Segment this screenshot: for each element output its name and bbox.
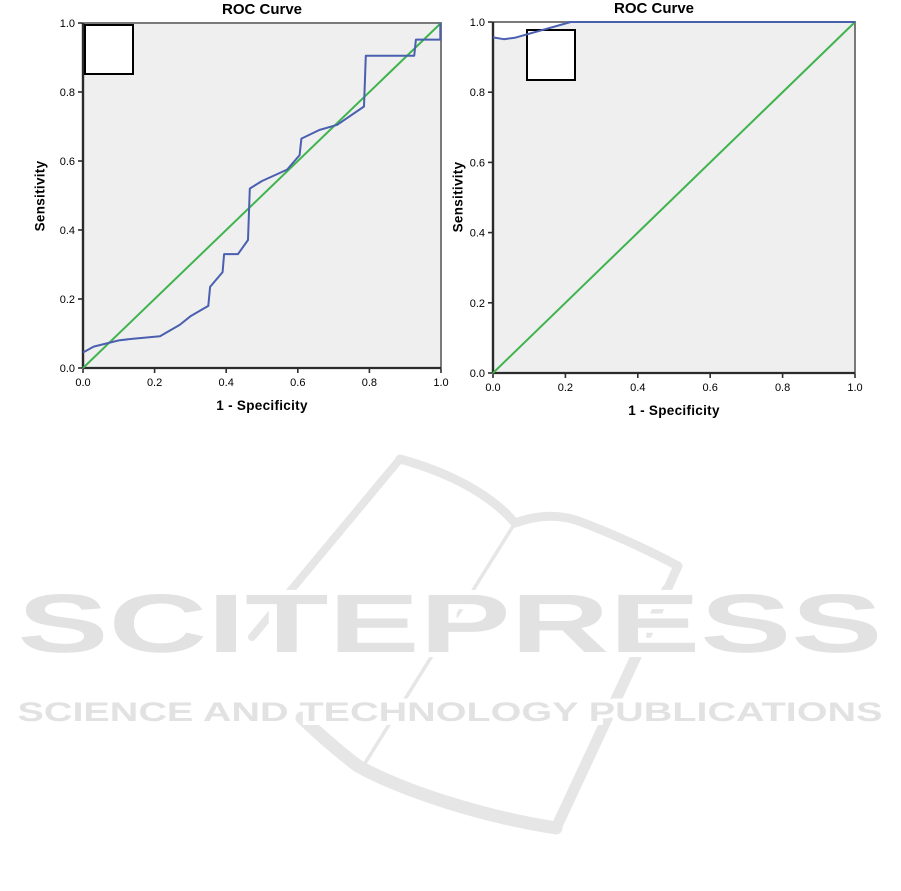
watermark-tagline: SCIENCE AND TECHNOLOGY PUBLICATIONS — [18, 697, 883, 727]
legend-box — [84, 24, 134, 75]
y-tick-label: 1.0 — [470, 17, 485, 29]
y-axis-label-left: Sensitivity — [32, 160, 48, 232]
x-axis-label-right: 1 - Specificity — [628, 403, 720, 418]
y-tick-label: 0.4 — [60, 225, 75, 237]
reference-line — [492, 21, 856, 374]
open-book-logo — [248, 454, 683, 835]
x-tick-label: 0.2 — [147, 377, 162, 389]
book-page-divider — [360, 521, 517, 770]
x-axis-label-left: 1 - Specificity — [216, 398, 308, 413]
chart-title-right: ROC Curve — [613, 0, 695, 17]
x-tick-label: 0.0 — [75, 377, 90, 389]
book-left-page-top — [395, 454, 520, 528]
y-tick-label: 0.2 — [60, 294, 75, 306]
x-tick-label: 0.4 — [630, 382, 645, 394]
roc-curve — [492, 21, 855, 41]
y-tick-label: 0.4 — [470, 228, 485, 240]
y-tick-label: 0.0 — [60, 363, 75, 375]
watermark-brand: SCITEPRESS — [18, 577, 883, 670]
y-tick-label: 0.8 — [470, 87, 485, 99]
book-bottom-curl — [295, 711, 563, 835]
roc-curve — [82, 23, 442, 354]
roc-chart-left: 0.0 0.2 0.4 0.6 0.8 1.0 0.0 0.2 0.4 0.6 0.8 1.0 ROC… — [0, 0, 460, 425]
y-tick-label: 0.6 — [470, 157, 485, 169]
x-tick-label: 0.8 — [775, 382, 790, 394]
book-right-page-top — [510, 511, 683, 595]
watermark-canvas: SCITEPRESS SCIENCE AND TECHNOLOGY PUBLIC… — [13, 454, 888, 835]
x-tick-label: 0.0 — [485, 382, 500, 394]
y-tick-label: 1.0 — [60, 18, 75, 30]
y-tick-label: 0.0 — [470, 368, 485, 380]
book-right-edge — [550, 584, 673, 834]
roc-chart-right: 0.0 0.2 0.4 0.6 0.8 1.0 0.0 0.2 0.4 0.6 0.8 1.0 ROC… — [450, 0, 901, 425]
x-tick-label: 1.0 — [847, 382, 862, 394]
x-tick-label: 0.4 — [219, 377, 234, 389]
reference-line — [82, 22, 442, 369]
x-tick-label: 0.6 — [703, 382, 718, 394]
x-tick-label: 0.8 — [362, 377, 377, 389]
chart-title-left: ROC Curve — [221, 1, 303, 18]
x-tick-label: 0.6 — [290, 377, 305, 389]
y-tick-label: 0.6 — [60, 156, 75, 168]
y-tick-label: 0.2 — [470, 298, 485, 310]
chart-canvas-left: 0.0 0.2 0.4 0.6 0.8 1.0 0.0 0.2 0.4 0.6 0.8 1.0 — [60, 18, 449, 389]
y-tick-label: 0.8 — [60, 87, 75, 99]
scitepress-watermark: SCITEPRESS SCIENCE AND TECHNOLOGY PUBLIC… — [0, 440, 901, 886]
chart-canvas-right: 0.0 0.2 0.4 0.6 0.8 1.0 0.0 0.2 0.4 0.6 0.8 1.0 — [470, 17, 863, 394]
x-tick-label: 1.0 — [433, 377, 448, 389]
x-tick-label: 0.2 — [558, 382, 573, 394]
legend-box — [526, 29, 576, 81]
book-left-edge — [248, 455, 404, 641]
y-axis-label-right: Sensitivity — [450, 161, 466, 233]
